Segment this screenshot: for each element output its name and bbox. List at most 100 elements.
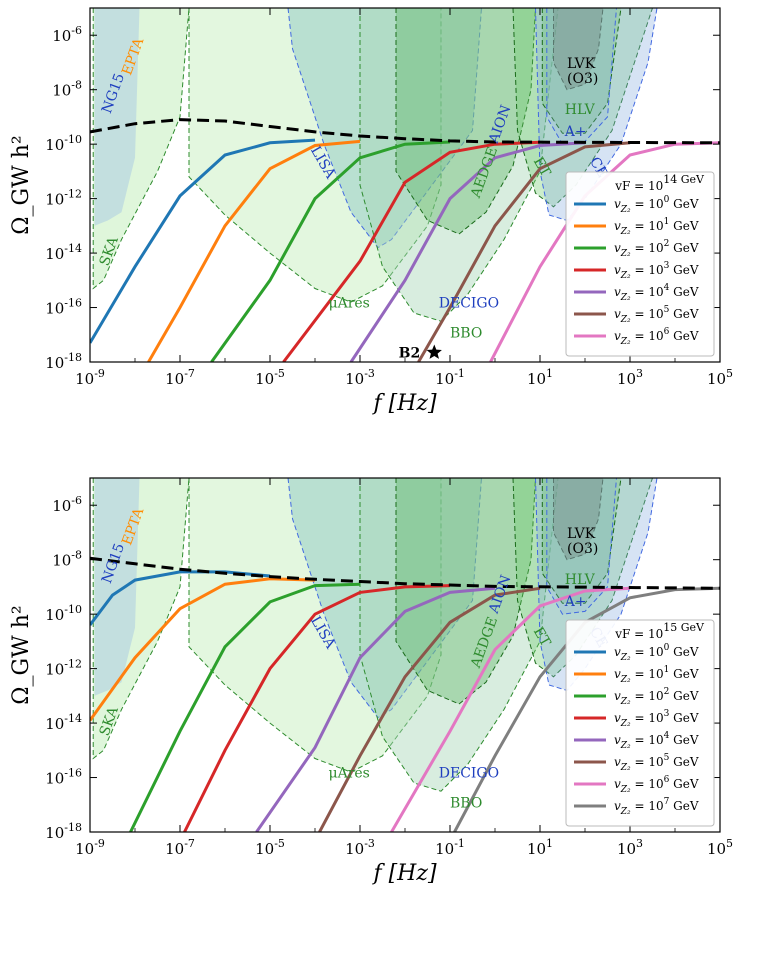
y-tick-label: 10-18 [45, 821, 82, 842]
y-tick-label: 10-8 [52, 549, 82, 570]
x-tick-label: 10-9 [75, 367, 105, 388]
benchmark-label: B2 [399, 345, 421, 361]
detector-label-12: (O3) [567, 71, 598, 87]
aedge-aion-region [395, 8, 537, 235]
y-tick-label: 10-6 [52, 494, 82, 515]
legend-title: vF = 1015 GeV [614, 621, 705, 641]
x-axis-label: f [Hz] [371, 391, 436, 416]
legend-label-1: vZ₂ = 101 GeV [614, 665, 699, 685]
legend-label-2: vZ₂ = 102 GeV [614, 687, 699, 707]
x-tick-label: 103 [617, 837, 643, 858]
y-tick-label: 10-8 [52, 79, 82, 100]
y-tick-label: 10-18 [45, 351, 82, 372]
x-tick-label: 101 [527, 367, 553, 388]
legend-label-6: vZ₂ = 106 GeV [614, 327, 699, 347]
series-line-3 [183, 584, 451, 832]
y-tick-label: 10-10 [45, 603, 82, 624]
x-tick-label: 103 [617, 367, 643, 388]
detector-label-13: HLV [565, 102, 596, 118]
y-tick-label: 10-12 [45, 188, 82, 209]
x-tick-label: 10-9 [75, 837, 105, 858]
legend-label-2: vZ₂ = 102 GeV [614, 239, 699, 259]
legend-label-5: vZ₂ = 105 GeV [614, 305, 699, 325]
detector-label-5: DECIGO [439, 296, 499, 312]
x-tick-label: 105 [707, 837, 733, 858]
x-tick-label: 10-1 [435, 837, 465, 858]
x-tick-label: 10-3 [345, 837, 375, 858]
series-line-5 [318, 586, 541, 832]
y-axis-label: Ω_GW h² [9, 605, 34, 704]
x-axis-label: f [Hz] [371, 861, 436, 886]
legend-label-0: vZ₂ = 100 GeV [614, 195, 699, 215]
detector-label-14: A+ [564, 594, 587, 610]
detector-label-4: μAres [329, 296, 370, 312]
detector-label-12: (O3) [567, 541, 598, 557]
detector-label-11: LVK [567, 526, 596, 542]
legend-label-4: vZ₂ = 104 GeV [614, 731, 699, 751]
series-line-4 [255, 586, 496, 832]
x-tick-label: 10-1 [435, 367, 465, 388]
bbo-decigo-region [359, 478, 559, 792]
detector-label-11: LVK [567, 56, 596, 72]
legend-label-0: vZ₂ = 100 GeV [614, 643, 699, 663]
ska-region [92, 478, 190, 760]
lvk-region [553, 478, 604, 561]
series-line-5 [417, 141, 631, 362]
series-line-2 [210, 140, 451, 362]
hlv-region [541, 8, 622, 134]
detector-label-6: BBO [450, 795, 482, 811]
legend-label-1: vZ₂ = 101 GeV [614, 217, 699, 237]
series-line-3 [282, 140, 541, 362]
legend-label-3: vZ₂ = 103 GeV [614, 709, 699, 729]
legend-box [565, 619, 715, 827]
series-line-2 [129, 582, 361, 832]
x-tick-label: 10-7 [165, 367, 195, 388]
y-axis-label: Ω_GW h² [9, 135, 34, 234]
bbo-decigo-region [359, 8, 559, 322]
legend-label-7: vZ₂ = 107 GeV [614, 797, 699, 817]
envelope-line [90, 118, 720, 145]
x-tick-label: 101 [527, 837, 553, 858]
detector-label-5: DECIGO [439, 766, 499, 782]
hlv-region [541, 478, 622, 604]
envelope-line [90, 556, 720, 590]
y-tick-label: 10-10 [45, 133, 82, 154]
x-tick-label: 10-5 [255, 367, 285, 388]
detector-label-13: HLV [565, 572, 596, 588]
detector-label-6: BBO [450, 325, 482, 341]
detector-label-4: μAres [329, 766, 370, 782]
detector-label-14: A+ [564, 124, 587, 140]
series-line-0 [90, 570, 271, 626]
legend-label-5: vZ₂ = 105 GeV [614, 753, 699, 773]
pta-bands [94, 478, 140, 696]
y-tick-label: 10-16 [45, 297, 82, 318]
benchmark-marker [426, 344, 442, 359]
legend-label-6: vZ₂ = 106 GeV [614, 775, 699, 795]
series-line-4 [349, 141, 586, 362]
x-tick-label: 10-3 [345, 367, 375, 388]
series-line-6 [390, 586, 631, 832]
y-tick-label: 10-16 [45, 767, 82, 788]
pta-bands [94, 8, 140, 226]
y-tick-label: 10-6 [52, 24, 82, 45]
y-tick-label: 10-14 [45, 242, 82, 263]
series-line-1 [147, 139, 361, 362]
series-line-1 [90, 577, 316, 722]
legend-label-4: vZ₂ = 104 GeV [614, 283, 699, 303]
lisa-region [287, 8, 483, 249]
x-tick-label: 10-7 [165, 837, 195, 858]
series-line-0 [90, 138, 316, 344]
x-tick-label: 105 [707, 367, 733, 388]
legend-box [565, 171, 715, 357]
y-tick-label: 10-14 [45, 712, 82, 733]
x-tick-label: 10-5 [255, 837, 285, 858]
lvk-region [553, 8, 604, 91]
y-tick-label: 10-12 [45, 658, 82, 679]
ska-region [92, 8, 190, 290]
legend-label-3: vZ₂ = 103 GeV [614, 261, 699, 281]
